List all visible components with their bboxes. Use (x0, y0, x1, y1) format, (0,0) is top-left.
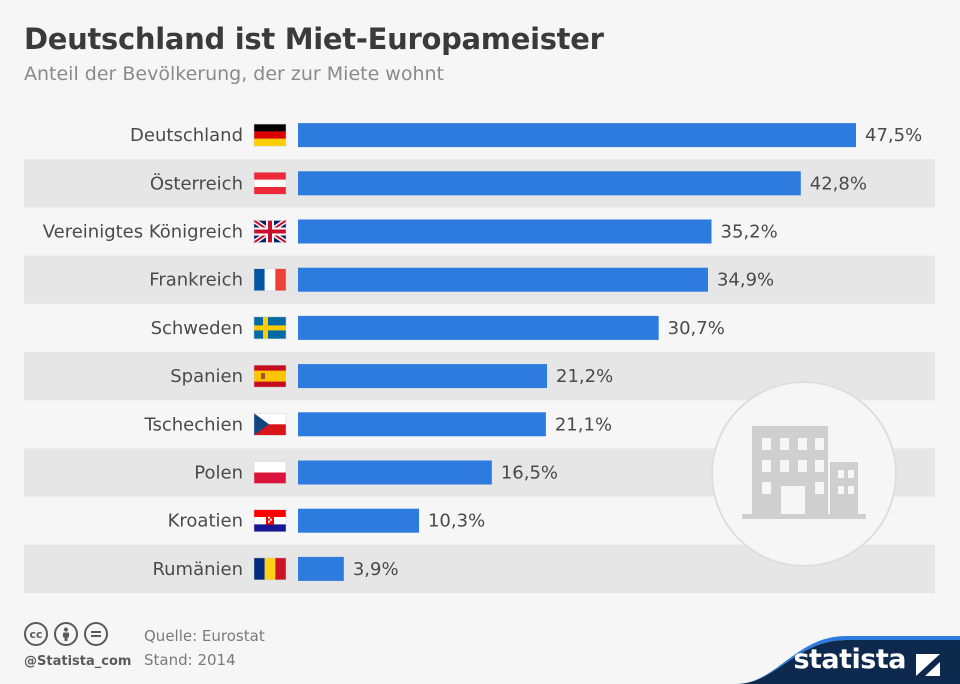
value-label: 10,3% (428, 511, 485, 532)
value-label: 47,5% (865, 125, 922, 146)
cc-icon: cc (24, 622, 48, 646)
building-icon (711, 381, 897, 567)
bar (298, 267, 708, 292)
bar (298, 460, 492, 485)
value-label: 35,2% (721, 222, 778, 243)
value-label: 34,9% (717, 270, 774, 291)
value-label: 16,5% (501, 463, 558, 484)
se-flag-icon (253, 316, 287, 340)
category-label: Spanien (170, 366, 243, 387)
fr-flag-icon (253, 268, 287, 291)
value-label: 21,1% (555, 414, 612, 435)
source-text: Quelle: Eurostat (144, 627, 265, 645)
statista-handle: @Statista_com (24, 654, 132, 669)
chart-subtitle: Anteil der Bevölkerung, der zur Miete wo… (24, 63, 445, 85)
category-label: Polen (194, 463, 243, 484)
de-flag-icon (253, 123, 287, 147)
value-label: 3,9% (353, 559, 399, 580)
value-label: 21,2% (556, 366, 613, 387)
category-label: Tschechien (143, 414, 243, 435)
cz-flag-icon (253, 413, 287, 436)
category-label: Vereinigtes Königreich (43, 222, 243, 243)
ro-flag-icon (253, 557, 287, 581)
at-flag-icon (253, 172, 287, 195)
gb-flag-icon (252, 218, 288, 245)
category-label: Kroatien (168, 511, 243, 532)
chart-title: Deutschland ist Miet-Europameister (24, 22, 604, 56)
bar (298, 171, 801, 196)
bar (298, 556, 344, 581)
category-label: Rumänien (152, 559, 243, 580)
statista-logo[interactable] (736, 632, 960, 684)
category-label: Schweden (151, 318, 243, 339)
bar (298, 508, 419, 533)
no-derivatives-icon (84, 622, 108, 646)
pl-flag-icon (253, 461, 287, 484)
statista-mark-icon (916, 654, 940, 676)
es-flag-icon (253, 364, 287, 388)
bar (298, 315, 659, 340)
attribution-icon (54, 622, 78, 646)
bar (298, 412, 546, 437)
date-text: Stand: 2014 (144, 651, 236, 669)
license-icons: cc (24, 622, 108, 646)
source-note: Quelle: Eurostat Stand: 2014 (144, 624, 265, 672)
hr-flag-icon (253, 509, 287, 532)
bar (298, 219, 712, 244)
bar (298, 123, 856, 148)
bar (298, 364, 548, 389)
category-label: Österreich (150, 172, 243, 194)
statista-brand-text[interactable]: statista (793, 644, 906, 675)
value-label: 30,7% (668, 318, 725, 339)
category-label: Deutschland (130, 125, 243, 146)
value-label: 42,8% (810, 173, 867, 194)
category-label: Frankreich (149, 270, 243, 291)
